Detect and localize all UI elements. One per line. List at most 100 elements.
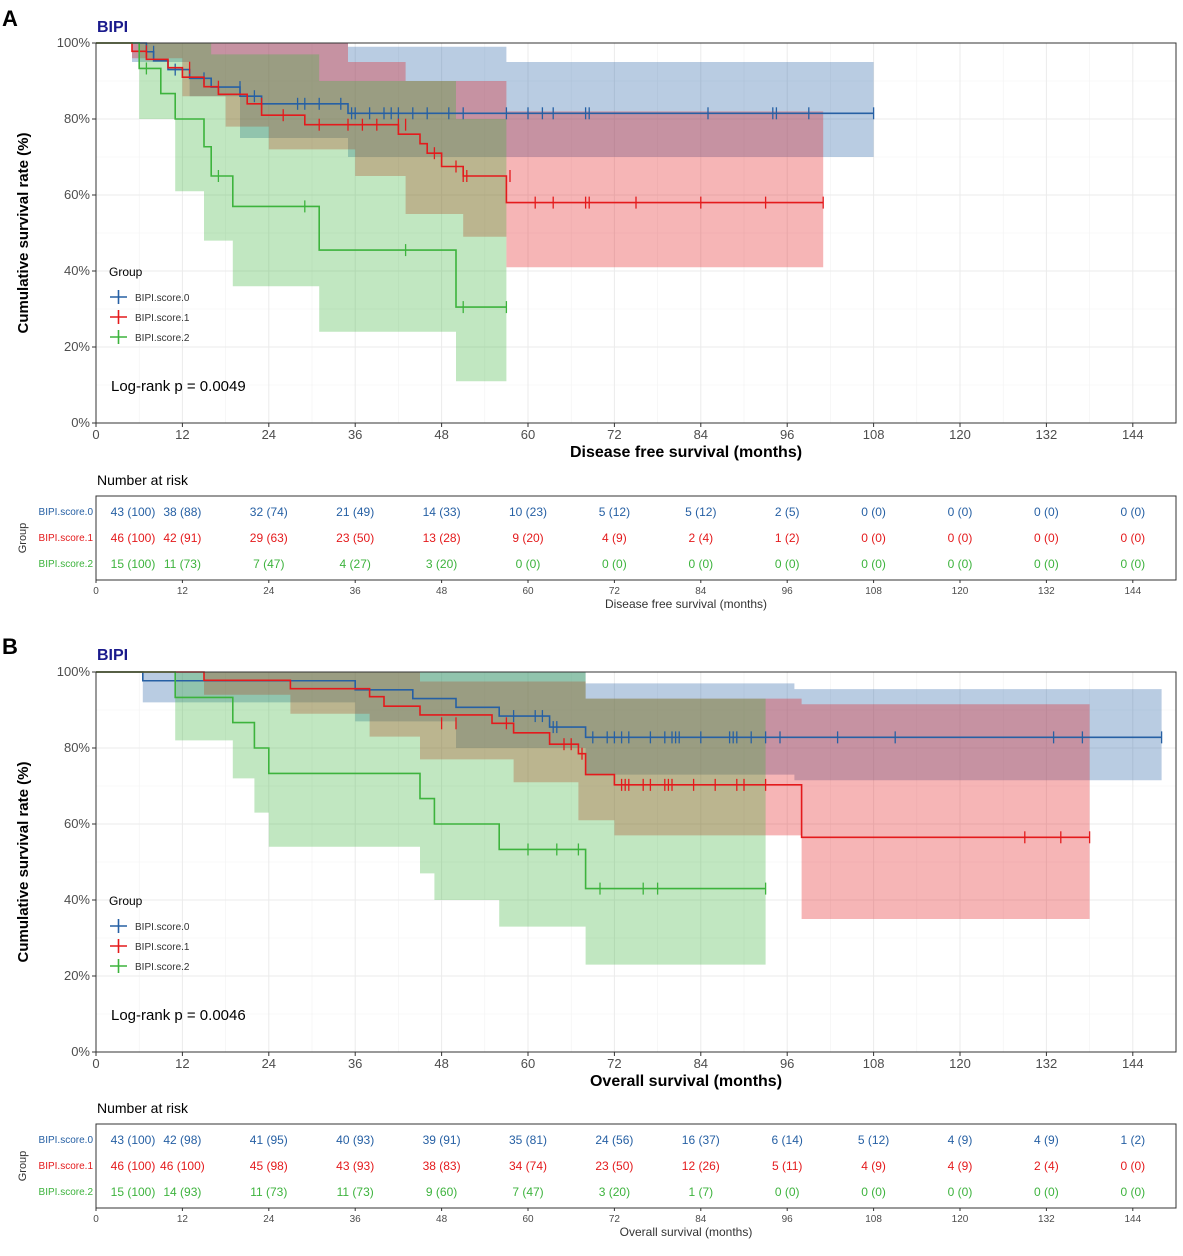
risk-table: Number at risk BIPI.score.0 43 (100) 38 (88… bbox=[17, 472, 1177, 611]
risk-cell: 0 (0) bbox=[948, 1185, 973, 1199]
risk-cell: 34 (74) bbox=[509, 1159, 547, 1173]
risk-table: Number at risk BIPI.score.0 43 (100) 42 (98… bbox=[17, 1100, 1177, 1239]
risk-cell: 0 (0) bbox=[861, 531, 886, 545]
risk-cell: 29 (63) bbox=[250, 531, 288, 545]
risk-cell: 4 (9) bbox=[602, 531, 627, 545]
ci-band-bipi-score-0 bbox=[142, 672, 1162, 781]
risk-cell: 15 (100) bbox=[111, 557, 156, 571]
curve-bipi-score-0 bbox=[96, 42, 874, 115]
risk-cell: 2 (5) bbox=[775, 505, 800, 519]
risk-cell: 6 (14) bbox=[772, 1133, 803, 1147]
risk-x-tick-label: 120 bbox=[952, 1214, 969, 1225]
risk-cell: 1 (2) bbox=[1120, 1133, 1145, 1147]
legend-title: Group bbox=[109, 894, 143, 908]
risk-x-tick-label: 84 bbox=[695, 586, 707, 597]
risk-cell: 4 (9) bbox=[1034, 1133, 1059, 1147]
risk-cell: 38 (88) bbox=[163, 505, 201, 519]
risk-table-ylabel: Group bbox=[17, 523, 29, 554]
risk-row-label: BIPI.score.1 bbox=[39, 533, 94, 544]
y-tick-label: 100% bbox=[57, 664, 91, 679]
x-tick-label: 96 bbox=[780, 1056, 794, 1071]
risk-cell: 0 (0) bbox=[775, 1185, 800, 1199]
survival-curves bbox=[96, 671, 1163, 895]
risk-cell: 41 (95) bbox=[250, 1133, 288, 1147]
risk-row-label: BIPI.score.2 bbox=[39, 559, 94, 570]
legend: Group BIPI.score.0 BIPI.score.1 BIPI.score.… bbox=[109, 894, 190, 973]
risk-cell: 0 (0) bbox=[948, 557, 973, 571]
legend-label: BIPI.score.2 bbox=[135, 333, 190, 344]
risk-cell: 11 (73) bbox=[250, 1185, 287, 1199]
risk-x-tick-label: 0 bbox=[93, 586, 99, 597]
risk-x-tick-label: 36 bbox=[350, 586, 362, 597]
risk-cell: 14 (33) bbox=[423, 505, 461, 519]
y-tick-label: 80% bbox=[64, 111, 90, 126]
legend-label: BIPI.score.0 bbox=[135, 922, 190, 933]
x-tick-label: 12 bbox=[175, 1056, 189, 1071]
risk-x-tick-label: 60 bbox=[522, 586, 534, 597]
risk-cell: 4 (9) bbox=[948, 1159, 973, 1173]
risk-x-tick-label: 72 bbox=[609, 1214, 621, 1225]
legend-label: BIPI.score.1 bbox=[135, 313, 190, 324]
x-tick-label: 132 bbox=[1036, 427, 1058, 442]
risk-x-tick-label: 72 bbox=[609, 586, 621, 597]
x-tick-label: 12 bbox=[175, 427, 189, 442]
risk-x-tick-label: 0 bbox=[93, 1214, 99, 1225]
y-axis-label: Cumulative survival rate (%) bbox=[15, 133, 32, 334]
risk-cell: 42 (91) bbox=[163, 531, 201, 545]
risk-x-tick-label: 96 bbox=[782, 586, 794, 597]
x-tick-label: 96 bbox=[780, 427, 794, 442]
risk-cell: 46 (100) bbox=[111, 1159, 156, 1173]
x-tick-label: 24 bbox=[262, 427, 276, 442]
risk-cell: 35 (81) bbox=[509, 1133, 547, 1147]
risk-table-border bbox=[95, 495, 1177, 581]
plot-border bbox=[95, 42, 1177, 424]
risk-cell: 13 (28) bbox=[423, 531, 461, 545]
risk-x-tick-label: 108 bbox=[865, 1214, 882, 1225]
risk-x-tick-label: 96 bbox=[782, 1214, 794, 1225]
y-tick-label: 80% bbox=[64, 740, 90, 755]
ci-band-bipi-score-0 bbox=[132, 43, 874, 157]
risk-x-tick-label: 48 bbox=[436, 1214, 448, 1225]
x-tick-label: 0 bbox=[92, 1056, 99, 1071]
legend-title: Group bbox=[109, 265, 143, 279]
logrank-annotation: Log-rank p = 0.0049 bbox=[111, 378, 246, 395]
risk-cell: 45 (98) bbox=[250, 1159, 288, 1173]
risk-cell: 0 (0) bbox=[602, 557, 627, 571]
risk-cell: 32 (74) bbox=[250, 505, 288, 519]
risk-cell: 0 (0) bbox=[1034, 531, 1059, 545]
ci-band-bipi-score-2 bbox=[175, 672, 766, 965]
legend: Group BIPI.score.0 BIPI.score.1 BIPI.score.… bbox=[109, 265, 190, 344]
risk-row-label: BIPI.score.0 bbox=[39, 1135, 94, 1146]
survival-curves bbox=[96, 42, 875, 314]
risk-cell: 24 (56) bbox=[595, 1133, 633, 1147]
y-axis: 0% 20% 40% 60% 80% 100% Cumulative survival ra… bbox=[15, 664, 96, 1059]
risk-cell: 11 (73) bbox=[337, 1185, 374, 1199]
risk-cell: 0 (0) bbox=[688, 557, 713, 571]
risk-row-label: BIPI.score.1 bbox=[39, 1161, 94, 1172]
x-axis: 0 12 24 36 48 60 72 84 96 108 120 132 144 Disease fre… bbox=[92, 423, 1144, 461]
x-tick-label: 120 bbox=[949, 427, 971, 442]
x-axis-label: Overall survival (months) bbox=[590, 1073, 782, 1090]
y-tick-label: 60% bbox=[64, 816, 90, 831]
risk-table-xlabel: Disease free survival (months) bbox=[605, 597, 767, 611]
risk-cell: 0 (0) bbox=[1120, 557, 1145, 571]
legend-label: BIPI.score.1 bbox=[135, 942, 190, 953]
risk-x-tick-label: 60 bbox=[522, 1214, 534, 1225]
curve-bipi-score-2 bbox=[96, 671, 766, 890]
risk-cell: 0 (0) bbox=[861, 505, 886, 519]
risk-cell: 43 (100) bbox=[111, 1133, 156, 1147]
confidence-bands bbox=[142, 672, 1162, 965]
risk-cell: 3 (20) bbox=[426, 557, 457, 571]
risk-cell: 3 (20) bbox=[599, 1185, 630, 1199]
risk-cell: 0 (0) bbox=[1120, 1185, 1145, 1199]
risk-table-border bbox=[95, 1123, 1177, 1209]
risk-cell: 2 (4) bbox=[1034, 1159, 1059, 1173]
risk-cell: 21 (49) bbox=[336, 505, 374, 519]
risk-x-tick-label: 48 bbox=[436, 586, 448, 597]
risk-x-tick-label: 144 bbox=[1124, 1214, 1141, 1225]
risk-x-tick-label: 12 bbox=[177, 1214, 189, 1225]
y-tick-label: 20% bbox=[64, 968, 90, 983]
risk-cell: 15 (100) bbox=[111, 1185, 156, 1199]
risk-cell: 0 (0) bbox=[1120, 1159, 1145, 1173]
